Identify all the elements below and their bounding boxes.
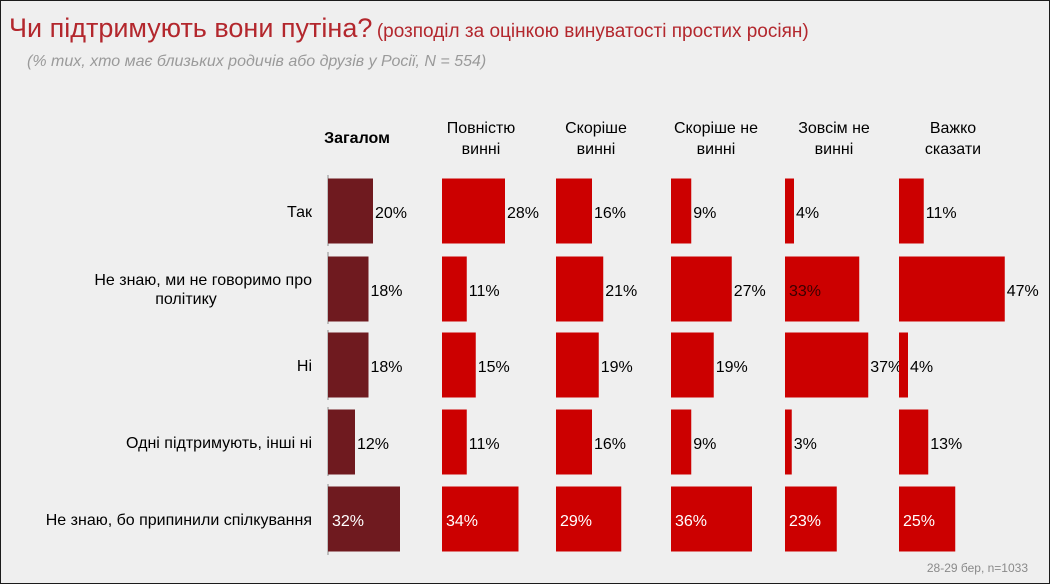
- data-label: 37%: [870, 359, 902, 376]
- bar: [442, 256, 467, 322]
- bar: [785, 178, 794, 244]
- data-label: 4%: [910, 359, 933, 376]
- data-label: 15%: [478, 359, 510, 376]
- data-label: 23%: [789, 513, 821, 530]
- column-header: Зовсім не: [798, 120, 870, 137]
- column-header: Важко: [930, 120, 976, 137]
- column-header: сказати: [925, 141, 981, 158]
- bar: [671, 332, 714, 398]
- data-label: 25%: [903, 513, 935, 530]
- bar: [785, 409, 792, 475]
- column-header: винні: [697, 141, 736, 158]
- data-label: 32%: [332, 513, 364, 530]
- data-label: 34%: [446, 513, 478, 530]
- data-label: 11%: [469, 436, 500, 453]
- bar: [556, 332, 599, 398]
- data-label: 13%: [930, 436, 962, 453]
- data-label: 28%: [507, 205, 539, 222]
- bar: [899, 332, 908, 398]
- data-label: 29%: [560, 513, 592, 530]
- bar: [442, 409, 467, 475]
- bar: [328, 409, 355, 475]
- data-label: 18%: [371, 283, 403, 300]
- data-label: 16%: [594, 436, 626, 453]
- chart-subtitle: (% тих, хто має близьких родичів або дру…: [27, 53, 487, 70]
- row-label: Не знаю, ми не говоримо про: [94, 272, 312, 289]
- row-label: Ні: [297, 358, 312, 375]
- bar: [785, 256, 860, 322]
- data-label: 9%: [693, 436, 716, 453]
- column-header: винні: [577, 141, 616, 158]
- bar: [556, 486, 622, 552]
- bar: [442, 486, 519, 552]
- data-label: 20%: [375, 205, 407, 222]
- data-label: 16%: [594, 205, 626, 222]
- data-label: 4%: [796, 205, 819, 222]
- data-label: 11%: [469, 283, 500, 300]
- data-label: 12%: [357, 436, 389, 453]
- bar: [442, 178, 505, 244]
- bar: [899, 409, 929, 475]
- chart-title: Чи підтримують вони путіна?: [9, 13, 373, 43]
- bar: [328, 256, 369, 322]
- bar: [556, 409, 592, 475]
- row-label: Так: [287, 204, 313, 221]
- column-header: винні: [462, 141, 501, 158]
- bar: [785, 332, 869, 398]
- bar: [785, 486, 837, 552]
- data-label: 19%: [601, 359, 633, 376]
- bar: [671, 178, 692, 244]
- data-label: 19%: [716, 359, 748, 376]
- bar: [556, 256, 604, 322]
- row-label: Одні підтримують, інші ні: [126, 435, 312, 452]
- column-header: Загалом: [324, 130, 390, 147]
- data-label: 3%: [794, 436, 817, 453]
- column-header: Скоріше: [565, 120, 627, 137]
- chart-title-note: (розподіл за оцінкою винуватості простих…: [376, 21, 809, 42]
- bar: [671, 409, 692, 475]
- data-label: 47%: [1007, 283, 1039, 300]
- row-label: політику: [155, 291, 217, 308]
- bar: [442, 332, 476, 398]
- column-header: Скоріше не: [674, 120, 758, 137]
- bar: [328, 332, 369, 398]
- data-label: 27%: [734, 283, 766, 300]
- bar: [328, 178, 373, 244]
- bar: [899, 256, 1005, 322]
- bar: [899, 178, 924, 244]
- bar: [328, 486, 400, 552]
- data-label: 11%: [926, 205, 957, 222]
- source-footnote: 28-29 бер, n=1033: [926, 561, 1028, 575]
- data-label: 36%: [675, 513, 707, 530]
- data-label: 21%: [605, 283, 637, 300]
- row-label: Не знаю, бо припинили спілкування: [46, 512, 312, 529]
- bar: [556, 178, 592, 244]
- column-header: Повністю: [447, 120, 516, 137]
- title-line: Чи підтримують вони путіна? (розподіл за…: [9, 13, 809, 44]
- bar: [671, 256, 732, 322]
- column-header: винні: [815, 141, 854, 158]
- bar: [671, 486, 752, 552]
- data-label: 33%: [789, 283, 821, 300]
- bar: [899, 486, 956, 552]
- data-label: 18%: [371, 359, 403, 376]
- data-label: 9%: [693, 205, 716, 222]
